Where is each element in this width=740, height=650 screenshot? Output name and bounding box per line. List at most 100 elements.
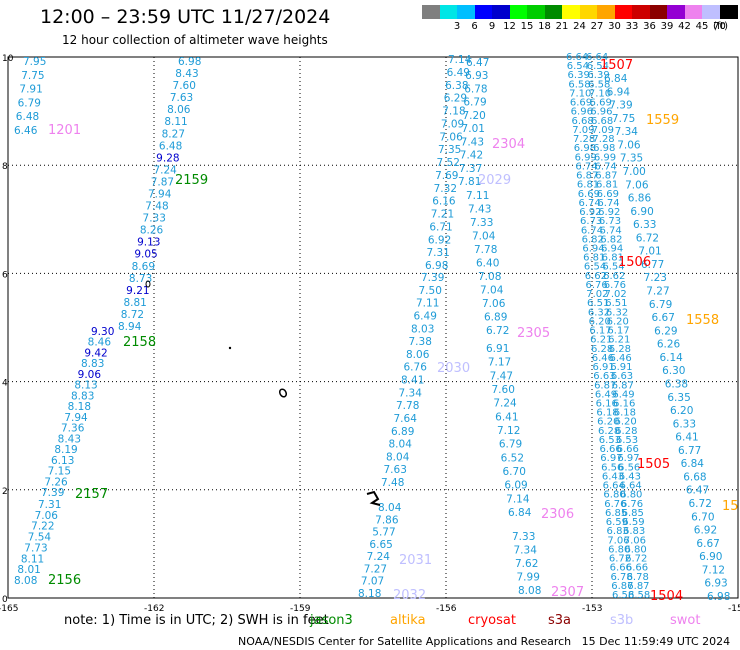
legend-item-s3a: s3a <box>548 613 572 628</box>
wave-value: 6.21 <box>608 335 630 346</box>
wave-value: 7.37 <box>459 163 482 175</box>
wave-value: 6.17 <box>589 326 611 337</box>
wave-value: 8.94 <box>118 321 142 333</box>
wave-value: 7.10 <box>589 88 611 99</box>
wave-value: 6.79 <box>499 439 522 451</box>
wave-value: 6.47 <box>686 485 709 497</box>
wave-value: 6.86 <box>628 193 652 205</box>
colorbar-tick-label: 70 <box>713 21 726 32</box>
wave-value: 6.16 <box>432 196 456 208</box>
wave-value: 6.58 <box>588 79 610 90</box>
wave-value: 7.50 <box>419 285 442 297</box>
wave-value: 7.86 <box>375 514 399 526</box>
wave-value: 7.60 <box>173 80 196 92</box>
colorbar-swatch <box>492 5 510 19</box>
colorbar-tick-label: 6 <box>471 21 478 32</box>
wave-value: 7.48 <box>145 201 168 213</box>
wave-value: 7.33 <box>470 217 493 229</box>
page-title: 12:00 – 23:59 UTC 11/27/2024 <box>40 6 331 28</box>
colorbar-tick-label: 9 <box>488 21 496 32</box>
wave-value: 6.17 <box>607 326 629 337</box>
wave-value: 6.94 <box>601 243 623 254</box>
colorbar-swatch <box>509 5 528 19</box>
wave-value: 6.35 <box>667 392 690 404</box>
wave-value: 9.42 <box>84 347 107 359</box>
wave-value: 9.06 <box>78 369 102 381</box>
wave-value: 6.81 <box>602 253 624 264</box>
wave-value: 6.89 <box>391 426 414 438</box>
wave-value: 7.27 <box>646 286 669 298</box>
wave-value: 6.20 <box>614 417 636 428</box>
wave-value: 8.18 <box>68 401 91 413</box>
wave-value: 8.27 <box>162 128 185 140</box>
wave-value: 7.27 <box>364 563 387 575</box>
wave-value: 6.93 <box>704 578 727 590</box>
wave-value: 6.54 <box>567 61 589 72</box>
wave-value: 6.33 <box>633 219 656 231</box>
wave-value: 8.08 <box>518 585 541 597</box>
wave-value: 6.70 <box>503 466 526 478</box>
wave-value: 7.38 <box>409 336 432 348</box>
wave-value: 6.76 <box>604 280 626 291</box>
colorbar-tick-label: 36 <box>643 21 656 32</box>
wave-value: 6.64 <box>603 481 625 492</box>
x-tick-label: -165 <box>0 604 18 614</box>
wave-value: 6.98 <box>593 143 615 154</box>
wave-value: 7.52 <box>437 157 460 169</box>
wave-value: 7.06 <box>617 139 641 151</box>
colorbar-tick-label: 33 <box>625 21 639 32</box>
track-label-2031: 2031 <box>399 553 432 568</box>
wave-value: 6.96 <box>571 107 593 118</box>
wave-value: 6.64 <box>619 481 641 492</box>
wave-value: 6.58 <box>568 79 590 90</box>
wave-value: 8.01 <box>17 564 40 576</box>
wave-value: 6.43 <box>619 471 641 482</box>
wave-value: 8.46 <box>88 337 112 349</box>
wave-value: 6.87 <box>612 380 634 391</box>
wave-value: 7.12 <box>497 425 520 437</box>
wave-value: 6.87 <box>595 171 617 182</box>
wave-value: 6.58 <box>612 590 634 601</box>
wave-value: 7.09 <box>572 125 594 136</box>
wave-value: 6.80 <box>620 490 642 501</box>
wave-value: 6.74 <box>581 225 603 236</box>
colorbar-swatch <box>649 5 668 19</box>
wave-value: 6.97 <box>617 453 639 464</box>
wave-value: 6.43 <box>602 471 624 482</box>
wave-value: 6.28 <box>609 344 631 355</box>
wave-value: 6.41 <box>495 411 518 423</box>
wave-value: 6.83 <box>623 526 645 537</box>
wave-value: 7.10 <box>569 88 591 99</box>
colorbar-swatch <box>719 5 738 19</box>
wave-value: 8.69 <box>132 261 155 273</box>
wave-value: 6.51 <box>587 298 609 309</box>
wave-value: 8.06 <box>406 349 430 361</box>
wave-value: 7.06 <box>607 535 629 546</box>
wave-value: 6.51 <box>605 298 627 309</box>
wave-value: 6.65 <box>369 539 392 551</box>
track-label-1506: 1506 <box>618 255 651 270</box>
track-label-1201: 1201 <box>48 123 81 138</box>
wave-value: 6.30 <box>662 365 685 377</box>
wave-value: 6.77 <box>641 259 664 271</box>
wave-value: 6.89 <box>484 312 507 324</box>
wave-value: 6.52 <box>501 452 524 464</box>
wave-value: 6.80 <box>608 544 630 555</box>
wave-value: 7.99 <box>517 572 540 584</box>
wave-value: 7.23 <box>644 272 667 284</box>
credit-text: NOAA/NESDIS Center for Satellite Applica… <box>238 635 572 648</box>
colorbar-swatch <box>667 5 685 19</box>
wave-value: 6.72 <box>486 325 509 337</box>
wave-value: 6.91 <box>486 343 509 355</box>
wave-value: 6.21 <box>590 335 612 346</box>
wave-value: 7.33 <box>143 213 166 225</box>
x-tick-label: -162 <box>144 604 164 614</box>
wave-value: 8.04 <box>378 502 402 514</box>
x-tick-label: -153 <box>582 604 602 614</box>
wave-value: 6.79 <box>18 97 41 109</box>
wave-value: 7.75 <box>612 113 635 125</box>
wave-value: 6.47 <box>466 57 489 69</box>
wave-value: 6.69 <box>597 189 619 200</box>
wave-value: 6.62 <box>603 271 625 282</box>
wave-value: 6.49 <box>447 67 470 79</box>
